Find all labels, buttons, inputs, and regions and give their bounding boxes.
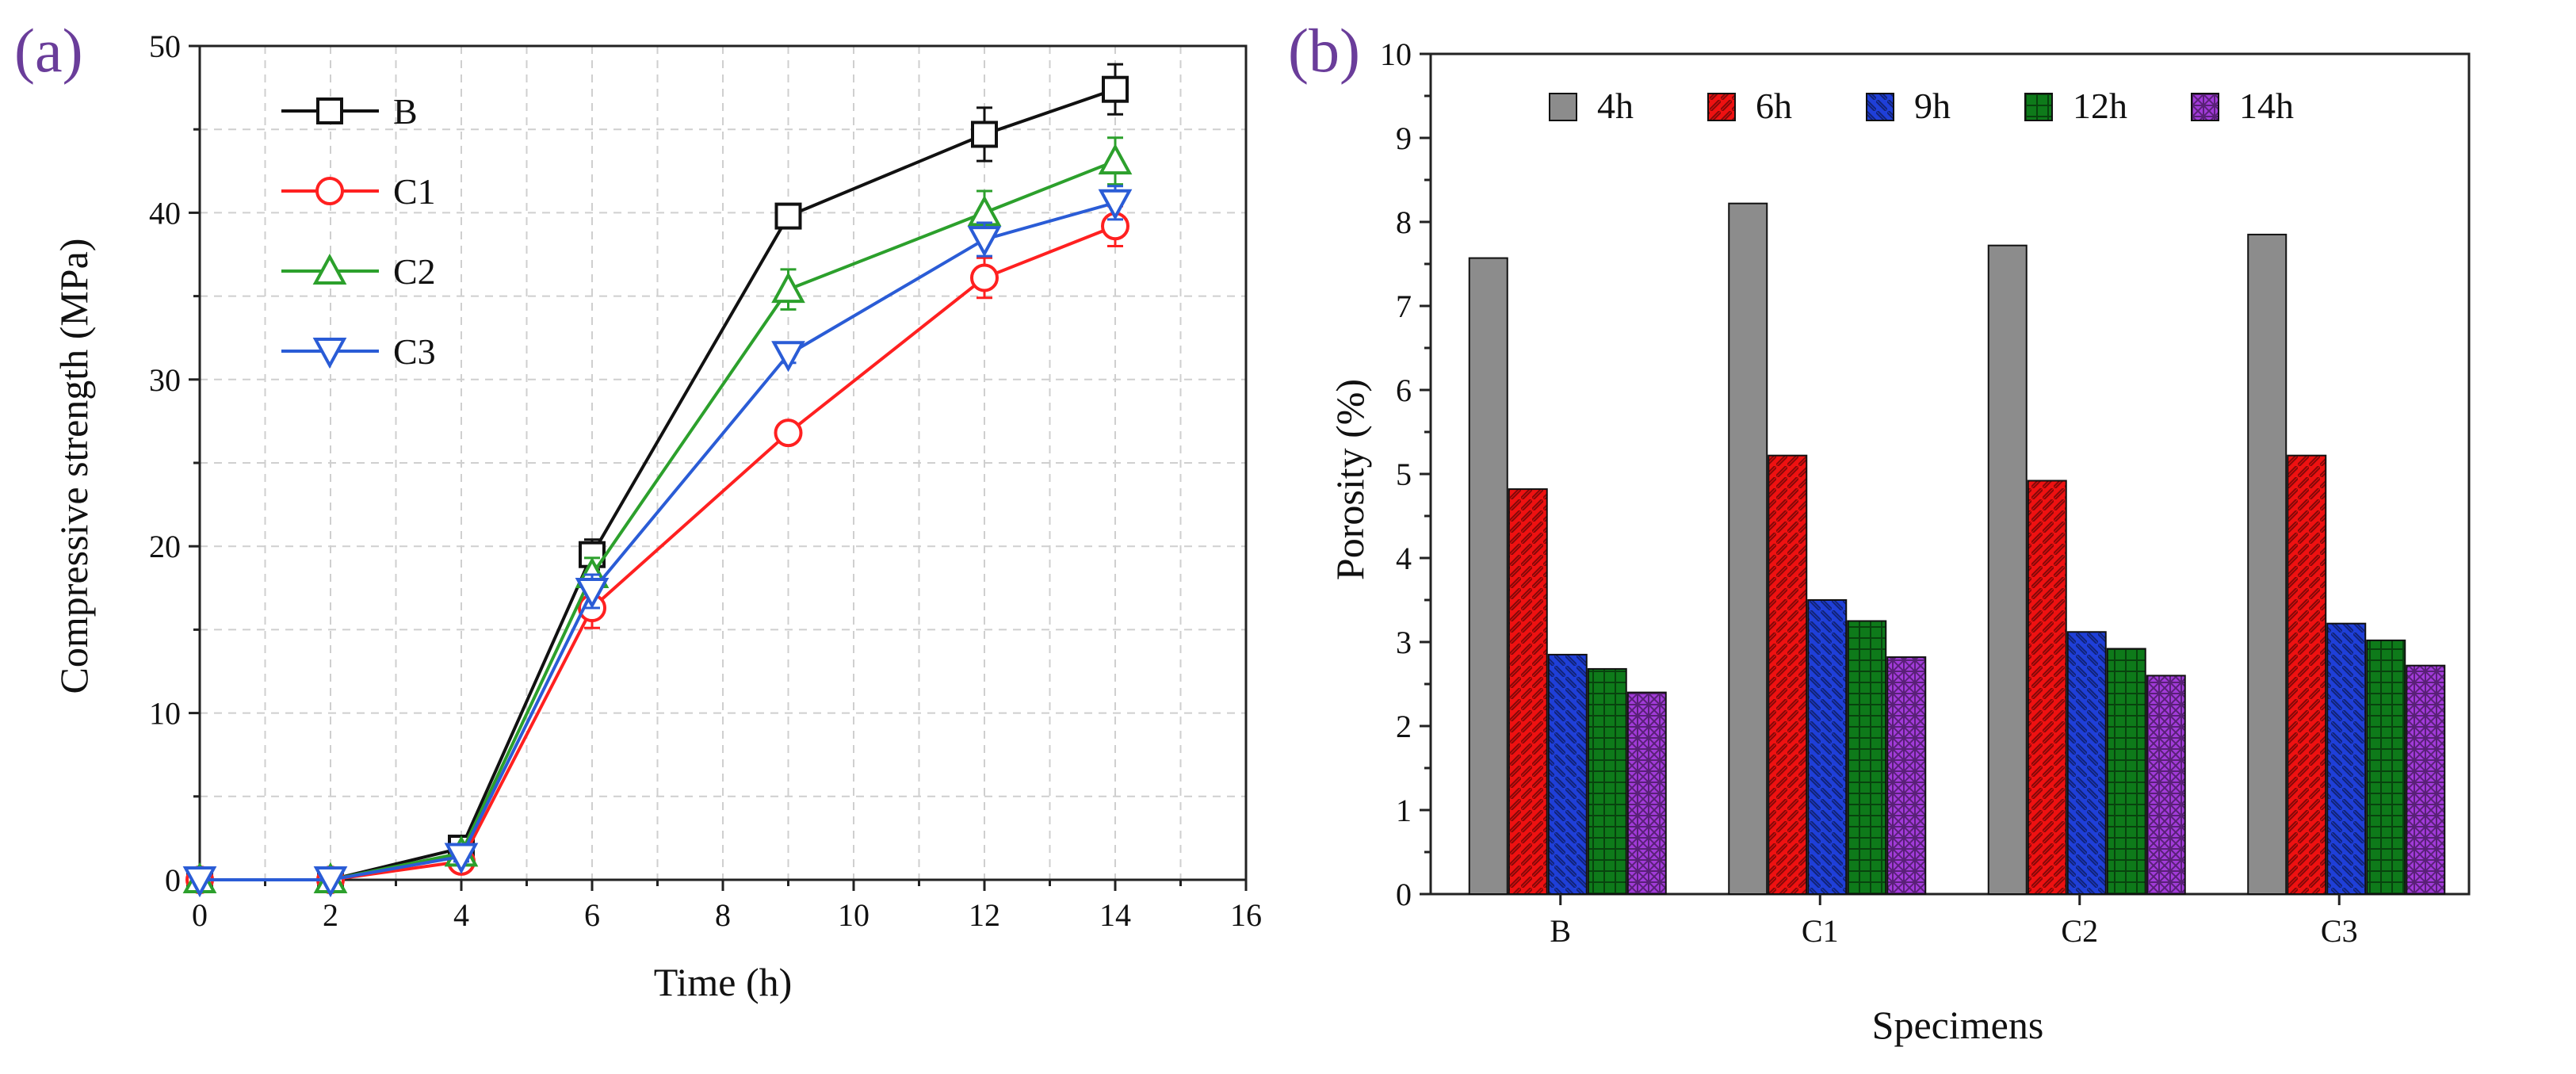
y-tick-label-a: 20 (149, 529, 181, 564)
legend-swatch-14h (2191, 93, 2219, 121)
y-tick-label-b: 3 (1396, 625, 1412, 660)
bar-C2-14h (2146, 675, 2186, 896)
data-point-C3 (313, 866, 348, 898)
y-axis-title-b: Porosity (%) (1328, 379, 1372, 580)
y-tick-label-b: 9 (1396, 120, 1412, 156)
y-tick-label-b: 4 (1396, 541, 1412, 576)
x-tick-label-a: 14 (1099, 897, 1131, 933)
legend-swatch-9h (1866, 93, 1894, 121)
chart-a-compressive-strength: (a) 0 2 4 6 8 10 12 14 16 0 10 20 30 40 50 B C1 C2 C3 Time… (14, 16, 1262, 1004)
series-C3 (182, 185, 1133, 898)
data-point-B (1102, 75, 1129, 103)
x-tick-label-b: C1 (1802, 913, 1839, 949)
legend-label-14h: 14h (2239, 86, 2294, 126)
y-tick-label-b: 7 (1396, 289, 1412, 324)
data-point-C3 (444, 843, 479, 874)
x-tick-label-a: 12 (969, 897, 1000, 933)
panel-label-a: (a) (14, 16, 83, 85)
x-tick-label-b: B (1550, 913, 1571, 949)
legend-label-6h: 6h (1756, 86, 1792, 126)
legend-label-9h: 9h (1914, 86, 1951, 126)
bar-B-6h (1508, 488, 1548, 896)
legend-a: B C1 C2 C3 (281, 91, 436, 372)
legend-label-C3: C3 (393, 331, 436, 372)
x-tick-label-b: C3 (2321, 913, 2358, 949)
bar-C1-6h (1768, 454, 1808, 895)
bar-C3-12h (2366, 639, 2406, 895)
bar-C2-4h (1987, 244, 2028, 895)
data-point-C3 (967, 226, 1002, 258)
x-axis-title-a: Time (h) (654, 960, 793, 1004)
x-axis-title-b: Specimens (1872, 1003, 2044, 1047)
legend-label-4h: 4h (1597, 86, 1634, 126)
bar-C1-12h (1847, 620, 1887, 895)
y-tick-label-a: 30 (149, 362, 181, 398)
bar-B-12h (1587, 667, 1627, 895)
bar-B-14h (1626, 691, 1667, 895)
y-axis-title-a: Compressive strength (MPa) (52, 239, 96, 694)
legend-marker-C3 (312, 338, 347, 369)
data-point-B (971, 120, 998, 148)
bar-C3-4h (2247, 233, 2287, 895)
y-tick-label-a: 10 (149, 696, 181, 732)
bar-C1-14h (1886, 656, 1927, 896)
bar-B-4h (1468, 257, 1508, 895)
x-tick-label-b: C2 (2061, 913, 2098, 949)
bar-C1-9h (1807, 599, 1848, 895)
data-point-C2 (1098, 143, 1133, 175)
y-tick-label-b: 2 (1396, 709, 1412, 744)
legend-label-B: B (393, 91, 418, 132)
x-tick-label-a: 10 (838, 897, 869, 933)
x-tick-label-a: 4 (453, 897, 469, 933)
panel-label-b: (b) (1288, 16, 1360, 85)
bar-B-9h (1547, 653, 1588, 896)
y-tick-label-b: 6 (1396, 373, 1412, 408)
data-point-C2 (771, 272, 805, 304)
bar-C3-14h (2406, 664, 2446, 895)
legend-marker-C2 (312, 253, 347, 285)
x-tick-label-a: 6 (584, 897, 600, 933)
bar-C3-6h (2287, 454, 2327, 895)
x-tick-label-a: 0 (192, 897, 208, 933)
y-tick-label-a: 40 (149, 195, 181, 231)
bar-C2-6h (2027, 480, 2067, 895)
chart-b-porosity: (b) 0 1 2 3 4 5 6 7 8 9 10 B C1 C2 C3 4h 6h 9h 12h 14h Spec… (1288, 16, 2471, 1047)
bar-C1-4h (1728, 202, 1768, 895)
plot-area-b: 0 1 2 3 4 5 6 7 8 9 10 B C1 C2 C3 4h 6h 9h 12h 14h (1380, 36, 2471, 949)
x-tick-label-a: 2 (323, 897, 338, 933)
legend-label-12h: 12h (2073, 86, 2127, 126)
legend-b: 4h 6h 9h 12h 14h (1549, 86, 2294, 126)
y-tick-label-a: 50 (149, 29, 181, 64)
data-point-C3 (771, 341, 805, 373)
data-point-B (774, 202, 802, 230)
y-tick-label-b: 10 (1380, 36, 1412, 72)
y-tick-label-a: 0 (165, 862, 181, 898)
legend-swatch-12h (2024, 93, 2053, 121)
legend-swatch-4h (1549, 93, 1577, 121)
x-tick-label-a: 8 (715, 897, 731, 933)
data-point-C3 (1098, 189, 1133, 220)
data-point-C3 (182, 866, 217, 898)
legend-marker-C1 (315, 177, 344, 205)
bar-C2-12h (2106, 648, 2146, 895)
y-tick-label-b: 8 (1396, 204, 1412, 240)
bar-C2-9h (2066, 631, 2107, 896)
data-point-C3 (575, 578, 610, 610)
legend-swatch-6h (1707, 93, 1736, 121)
legend-label-C1: C1 (393, 171, 436, 212)
legend-marker-B (316, 97, 343, 124)
y-tick-label-b: 1 (1396, 793, 1412, 828)
bar-C3-9h (2326, 622, 2367, 895)
data-point-C1 (970, 263, 999, 292)
data-point-C2 (967, 195, 1002, 227)
y-tick-label-b: 0 (1396, 877, 1412, 912)
y-tick-label-b: 5 (1396, 457, 1412, 492)
grid-a (200, 46, 1246, 880)
x-tick-label-a: 16 (1230, 897, 1262, 933)
data-point-C1 (774, 419, 803, 448)
plot-area-a: 0 2 4 6 8 10 12 14 16 0 10 20 30 40 50 B C1 C2 C3 (149, 29, 1262, 933)
legend-label-C2: C2 (393, 251, 436, 292)
